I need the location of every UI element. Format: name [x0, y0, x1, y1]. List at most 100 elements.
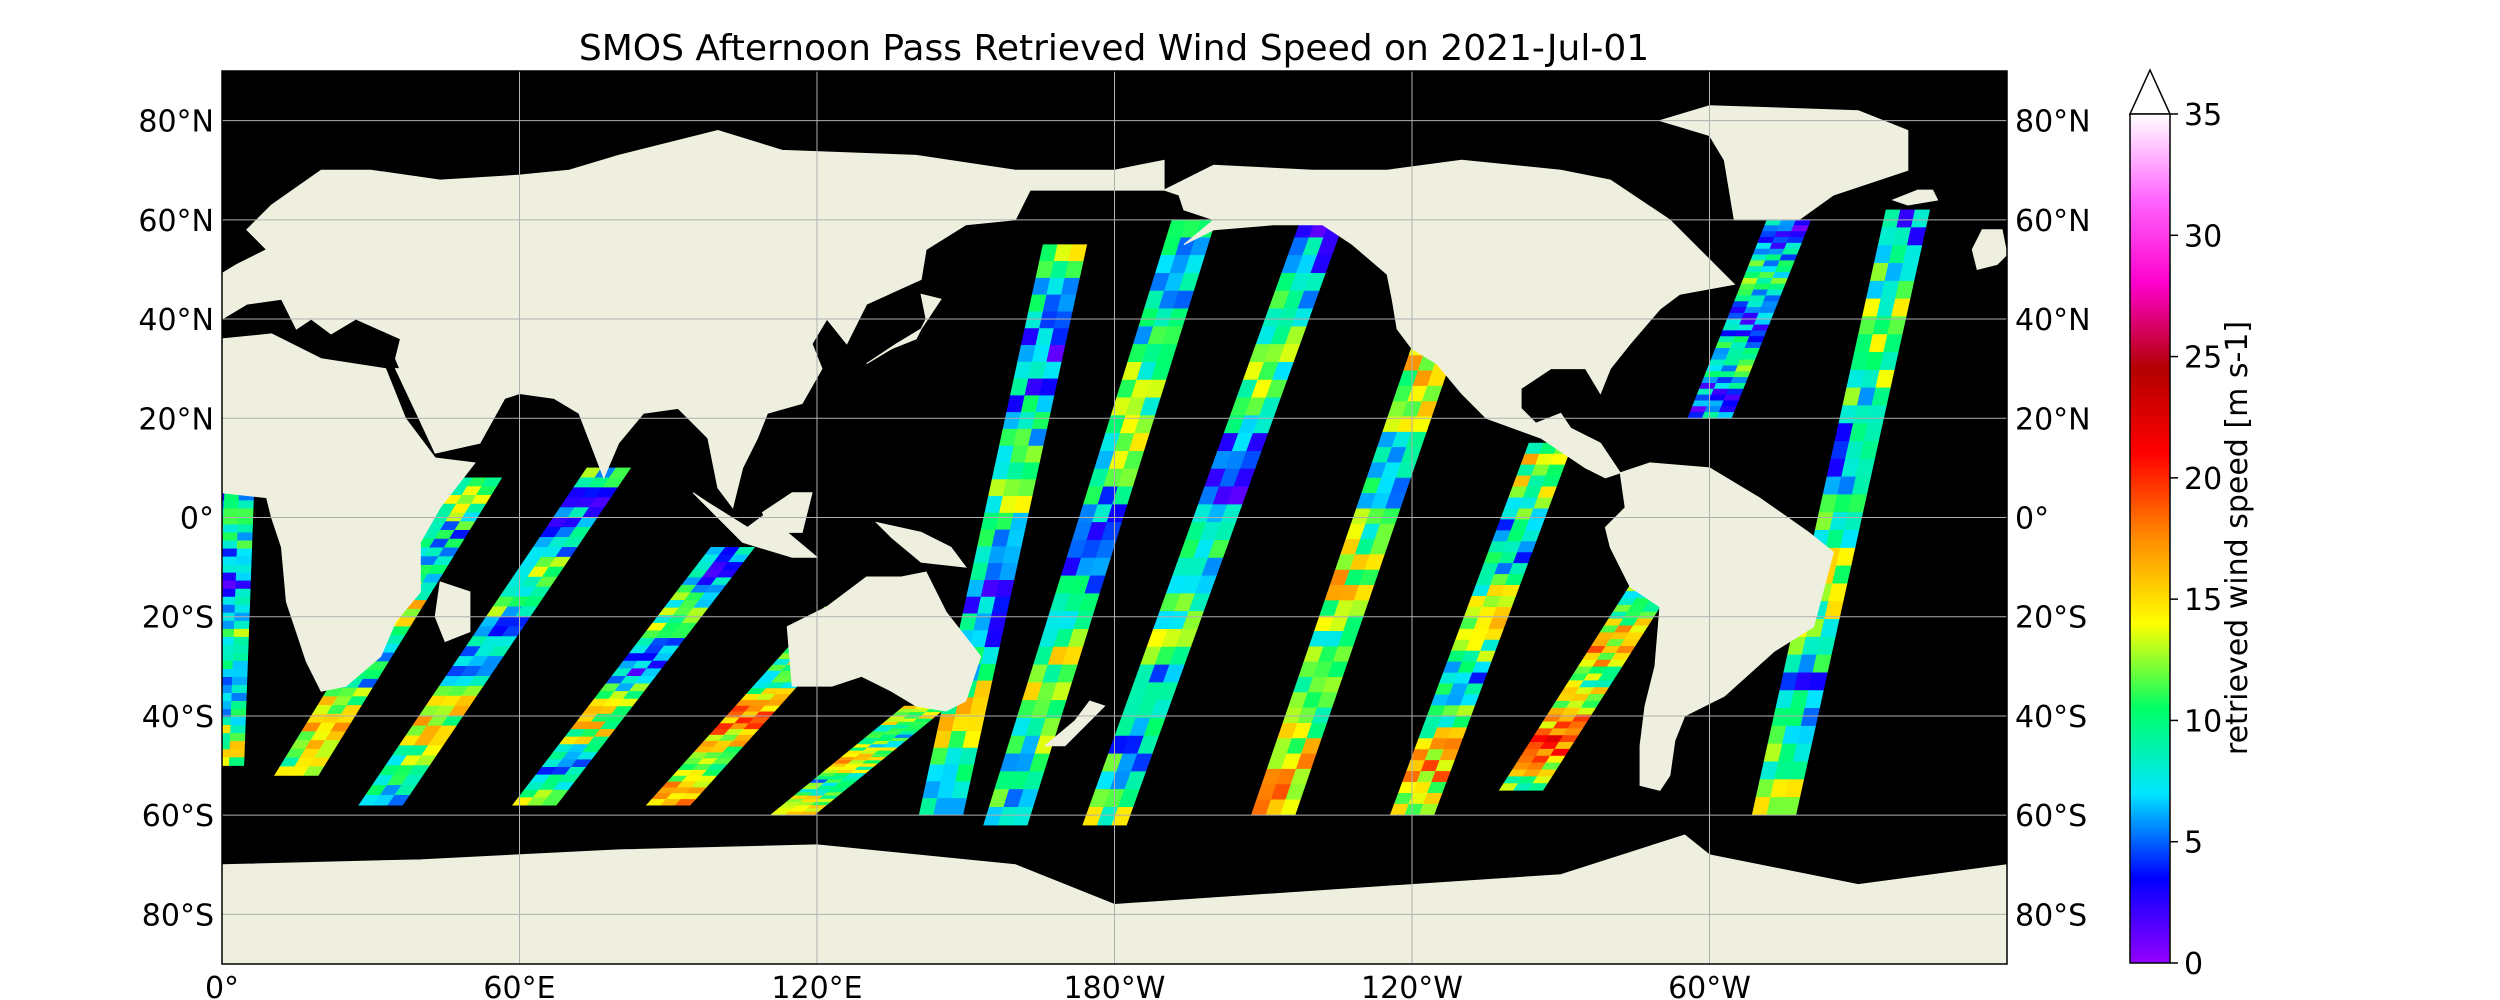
- swath: [1751, 209, 1931, 816]
- swath-cell: [1769, 277, 1788, 285]
- swath-cell: [1772, 272, 1791, 279]
- swath-cell: [222, 588, 236, 598]
- swath-cell: [1734, 365, 1753, 372]
- swath-cell: [1764, 254, 1783, 261]
- swath-cell: [222, 733, 231, 742]
- longitude-label: 60°W: [1668, 971, 1751, 1000]
- swath-cell: [1755, 277, 1774, 285]
- swath-cell: [1711, 388, 1729, 396]
- antarctica-land: [222, 834, 2007, 964]
- swath-cell: [232, 652, 249, 662]
- swath-cell: [1715, 342, 1734, 349]
- latitude-label: 20°S: [2015, 601, 2087, 636]
- swath-cell: [1727, 347, 1746, 355]
- arabia-land: [394, 368, 506, 454]
- swath-cell: [1739, 353, 1758, 361]
- swath-cell: [238, 508, 254, 518]
- swath-cell: [1731, 301, 1750, 308]
- japan-land: [866, 293, 942, 365]
- latitude-label: 80°S: [142, 898, 214, 933]
- swath-cell: [1726, 312, 1745, 320]
- latitude-labels-right: 80°N 60°N 40°N 20°N 0° 20°S 40°S 60°S 80°S: [2015, 105, 2091, 934]
- swath-cell: [223, 500, 240, 510]
- swath-cell: [201, 741, 216, 749]
- swath-cell: [1704, 406, 1722, 413]
- map-title: SMOS Afternoon Pass Retrieved Wind Speed…: [579, 28, 1649, 69]
- swath-cell: [229, 749, 245, 758]
- swath-cell: [1727, 382, 1746, 390]
- colorbar-tick-label: 5: [2184, 826, 2203, 861]
- swath-cell: [236, 540, 253, 550]
- swath-cell: [204, 645, 219, 653]
- swath-cell: [222, 572, 223, 574]
- australia-land: [786, 571, 982, 712]
- swath-cell: [1751, 324, 1770, 332]
- swath-cell: [1743, 307, 1762, 314]
- swath-cell: [1774, 266, 1793, 273]
- swath-cell: [541, 797, 563, 806]
- swath-cell: [206, 589, 221, 597]
- swath-cell: [1759, 231, 1778, 238]
- swath-cell: [1696, 388, 1715, 396]
- swath-cell: [1527, 783, 1548, 791]
- latitude-label: 60°S: [2015, 799, 2087, 834]
- south-america-land: [1604, 462, 1835, 791]
- swath-cell: [232, 668, 248, 678]
- swath-cell: [1718, 406, 1737, 413]
- latitude-labels-left: 80°N 60°N 40°N 20°N 0° 20°S 40°S 60°S 80°S: [138, 105, 214, 934]
- swath-cell: [1729, 307, 1748, 314]
- swath-cell: [1703, 371, 1722, 378]
- swath-cell: [1790, 225, 1809, 232]
- swath-cell: [303, 766, 325, 776]
- swath-cell: [237, 532, 253, 542]
- swath: [983, 219, 1217, 826]
- swath: [1389, 442, 1574, 816]
- swath-cell: [1718, 371, 1736, 378]
- swath-cell: [203, 669, 218, 677]
- swath-cell: [1725, 353, 1743, 361]
- swath-cell: [1723, 394, 1742, 402]
- swath-cell: [222, 701, 232, 710]
- swath-cell: [1691, 400, 1710, 407]
- longitude-label: 180°W: [1064, 971, 1166, 1000]
- swath-cell: [1746, 301, 1764, 308]
- longitude-labels: 0° 60°E 120°E 180°W 120°W 60°W: [205, 971, 1751, 1000]
- swath-cell: [1752, 248, 1771, 256]
- map-panel: [200, 70, 2008, 965]
- swath-cell: [1741, 312, 1760, 320]
- swath-cell: [1701, 412, 1720, 419]
- swath-cell: [222, 532, 239, 542]
- swath-cell: [1736, 324, 1755, 332]
- swath-cell: [230, 725, 246, 734]
- swath-cell: [200, 750, 215, 758]
- swath-cell: [1740, 277, 1759, 285]
- swath-cell: [1725, 388, 1744, 396]
- longitude-label: 60°E: [483, 971, 555, 1000]
- latitude-label: 80°S: [2015, 898, 2087, 933]
- swath-cell: [222, 572, 237, 582]
- colorbar-extend-triangle: [2128, 68, 2172, 115]
- swath-cell: [1738, 283, 1757, 291]
- swath-cell: [1720, 365, 1739, 372]
- colorbar-tick-label: 25: [2184, 341, 2222, 376]
- swath-cell: [1774, 231, 1792, 238]
- longitude-label: 120°E: [771, 971, 862, 1000]
- swath-cell: [1755, 312, 1774, 320]
- swath-cell: [204, 661, 219, 669]
- africa-land: [222, 333, 476, 692]
- latitude-label: 60°S: [142, 799, 214, 834]
- swath-cell: [1701, 377, 1720, 384]
- swath-cell: [222, 685, 233, 694]
- latitude-label: 20°N: [138, 402, 214, 437]
- swath-cell: [1715, 377, 1734, 384]
- swath-cell: [1765, 289, 1784, 297]
- swath-cell: [222, 660, 234, 670]
- swath-cell: [1776, 225, 1795, 232]
- latitude-label: 80°N: [2015, 105, 2091, 140]
- swath-cell: [233, 628, 250, 638]
- british-isles-land: [1971, 229, 2007, 271]
- swath-cell: [222, 676, 233, 686]
- swath-cell: [1687, 412, 1706, 419]
- swath-cell: [1747, 260, 1766, 267]
